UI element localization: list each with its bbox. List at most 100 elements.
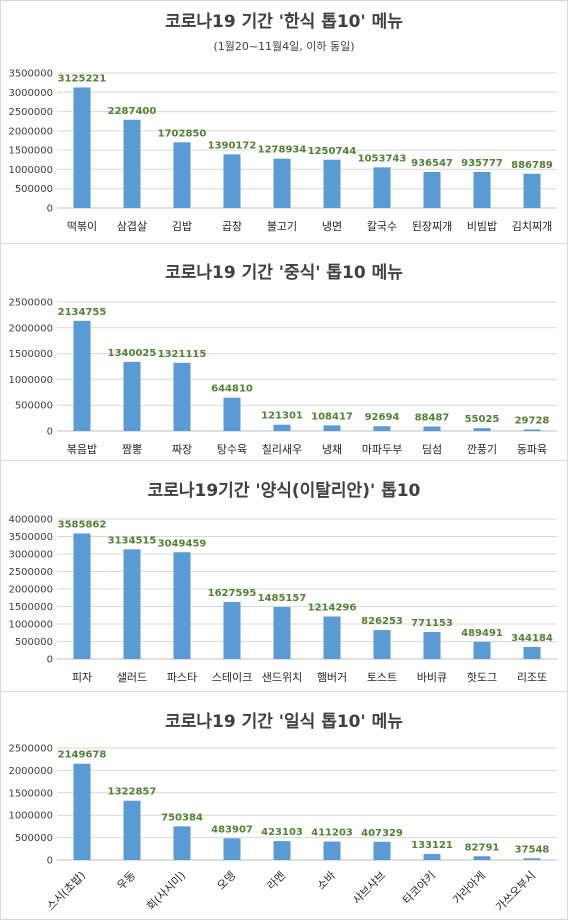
data-label: 2149678 — [58, 750, 107, 761]
bar — [473, 428, 491, 431]
chart-title: 코로나19기간 '양식(이탈리안)' 톱10 — [148, 480, 421, 501]
x-tick-label: 냉면 — [322, 220, 342, 233]
bar — [523, 173, 541, 208]
data-label: 1390172 — [208, 140, 257, 151]
x-tick-label: 김치찌개 — [512, 220, 552, 233]
bar — [123, 549, 141, 659]
data-label: 750384 — [161, 812, 203, 823]
y-tick-label: 500000 — [15, 184, 53, 195]
data-label: 411203 — [311, 828, 353, 839]
bar — [123, 361, 141, 431]
data-label: 3585862 — [58, 519, 107, 530]
bar — [473, 856, 491, 860]
chart-subtitle: (1월20~11월4일, 이하 동일) — [213, 39, 354, 53]
x-tick-label: 타코야키 — [400, 869, 438, 907]
data-label: 92694 — [365, 412, 400, 423]
data-label: 1053743 — [358, 153, 407, 164]
x-tick-label: 회(사시미) — [144, 869, 188, 913]
bar — [223, 602, 241, 659]
bar — [173, 826, 191, 860]
data-label: 3125221 — [58, 73, 107, 84]
chart-korean: 코로나19 기간 '한식 톱10' 메뉴 (1월20~11월4일, 이하 동일)… — [8, 12, 557, 233]
bar — [73, 87, 91, 208]
y-tick-label: 3000000 — [8, 88, 53, 99]
data-label: 37548 — [515, 844, 550, 855]
data-label: 423103 — [261, 827, 303, 838]
bar — [173, 362, 191, 431]
x-tick-label: 라멘 — [265, 869, 289, 893]
x-tick-label: 깐풍기 — [467, 443, 497, 456]
bar — [223, 397, 241, 431]
data-label: 771153 — [411, 618, 453, 629]
bar — [523, 858, 541, 860]
y-tick-label: 4000000 — [8, 515, 53, 526]
bar — [173, 142, 191, 208]
y-tick-label: 1000000 — [8, 375, 53, 386]
x-tick-label: 비빔밥 — [467, 220, 497, 233]
bar — [123, 119, 141, 208]
y-tick-label: 0 — [47, 856, 53, 867]
chart-panel-chinese: 코로나19 기간 '중식' 톱10 메뉴 0 500000 1000000 15000… — [0, 243, 568, 461]
data-label: 82791 — [465, 842, 500, 853]
data-label: 108417 — [311, 411, 353, 422]
bar — [423, 854, 441, 860]
data-label: 1485157 — [258, 593, 307, 604]
x-tick-label: 바비큐 — [417, 671, 447, 684]
chart-title: 코로나19 기간 '일식 톱10' 메뉴 — [165, 712, 403, 732]
x-tick-label: 볶음밥 — [67, 443, 97, 456]
y-tick-label: 1500000 — [8, 788, 53, 799]
y-tick-label: 500000 — [15, 833, 53, 844]
x-tick-label: 피자 — [72, 671, 92, 684]
bar — [423, 171, 441, 208]
x-tick-label: 햄버거 — [317, 671, 347, 684]
y-tick-label: 1000000 — [8, 165, 53, 176]
data-label: 936547 — [411, 158, 453, 169]
x-tick-label: 우동 — [115, 869, 139, 893]
x-tick-label: 가라아게 — [450, 869, 488, 907]
bar — [373, 841, 391, 860]
data-label: 1214296 — [308, 602, 357, 613]
x-tick-label: 딤섬 — [422, 443, 442, 456]
bar — [373, 630, 391, 659]
bar — [423, 632, 441, 659]
chart-panel-korean: 코로나19 기간 '한식 톱10' 메뉴 (1월20~11월4일, 이하 동일)… — [0, 0, 568, 244]
bar — [273, 841, 291, 860]
y-tick-label: 2000000 — [8, 585, 53, 596]
bar — [473, 641, 491, 659]
x-tick-label: 오뎅 — [215, 869, 239, 893]
data-label: 1322857 — [108, 787, 157, 798]
chart-japanese: 코로나19 기간 '일식 톱10' 메뉴 0 500000 1000000 15000… — [8, 712, 557, 914]
x-tick-label: 소바 — [315, 869, 339, 893]
x-tick-label: 토스트 — [367, 671, 397, 684]
x-tick-label: 샌드위치 — [262, 671, 302, 684]
bar — [73, 320, 91, 431]
bar — [323, 425, 341, 431]
data-label: 29728 — [515, 415, 550, 426]
x-tick-label: 샐러드 — [117, 671, 147, 684]
x-tick-label: 불고기 — [267, 220, 297, 233]
data-label: 644810 — [211, 384, 253, 395]
y-tick-label: 1000000 — [8, 620, 53, 631]
y-tick-label: 2000000 — [8, 323, 53, 334]
x-tick-label: 마파두부 — [362, 443, 402, 456]
data-label: 88487 — [415, 412, 450, 423]
data-label: 489491 — [461, 628, 503, 639]
chart-title: 코로나19 기간 '중식' 톱10 메뉴 — [165, 263, 403, 283]
y-tick-label: 2500000 — [8, 567, 53, 578]
bar — [323, 616, 341, 659]
y-tick-label: 2500000 — [8, 744, 53, 755]
y-tick-label: 2500000 — [8, 298, 53, 309]
y-tick-label: 0 — [47, 427, 53, 438]
y-tick-label: 0 — [47, 655, 53, 666]
data-label: 1321115 — [158, 349, 207, 360]
data-label: 3134515 — [108, 535, 157, 546]
chart-western: 코로나19기간 '양식(이탈리안)' 톱10 0 500000 1000000 150… — [8, 480, 557, 684]
data-label: 935777 — [461, 158, 503, 169]
bar — [273, 607, 291, 659]
data-label: 2134755 — [58, 307, 107, 318]
y-tick-label: 3500000 — [8, 69, 53, 80]
y-tick-label: 2500000 — [8, 107, 53, 118]
chart-panel-western: 코로나19기간 '양식(이탈리안)' 톱10 0 500000 1000000 150… — [0, 460, 568, 692]
y-tick-label: 2000000 — [8, 766, 53, 777]
bar — [523, 429, 541, 431]
